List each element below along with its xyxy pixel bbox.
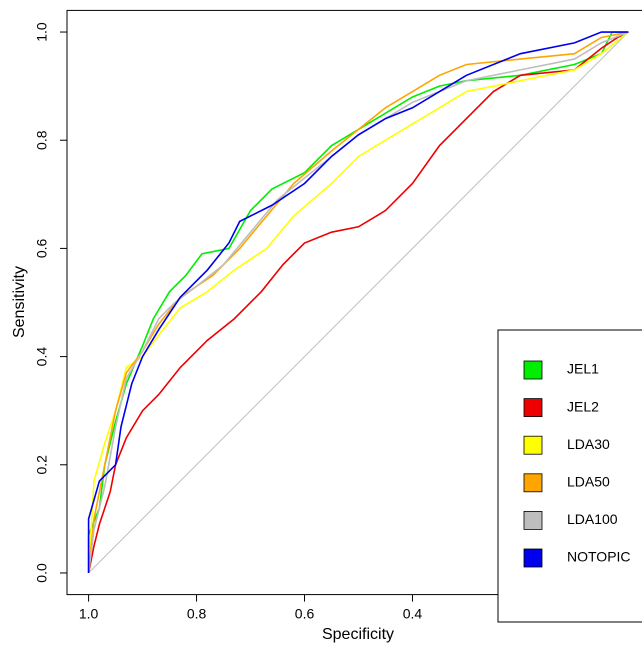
legend-label: NOTOPIC — [567, 549, 631, 565]
legend-swatch — [523, 548, 543, 568]
roc-curve — [87, 31, 629, 574]
legend-swatch — [523, 398, 543, 418]
legend-box — [497, 329, 642, 623]
legend-swatch — [523, 473, 543, 493]
plot-frame — [66, 9, 642, 596]
y-tick-label: 0.4 — [34, 347, 50, 367]
legend-label: JEL1 — [567, 361, 599, 377]
legend-label: LDA100 — [567, 511, 618, 527]
legend-label: LDA50 — [567, 474, 610, 490]
x-tick-label: 0.8 — [187, 605, 207, 621]
legend-swatch — [523, 510, 543, 530]
x-axis-title: Specificity — [322, 626, 394, 643]
legend-label: LDA30 — [567, 436, 610, 452]
roc-curve — [87, 31, 629, 573]
legend-swatch — [523, 360, 543, 380]
x-tick-label: 0.6 — [295, 605, 315, 621]
y-tick-label: 0.2 — [34, 455, 50, 475]
y-tick-label: 0.0 — [34, 563, 50, 583]
roc-curve — [87, 31, 629, 574]
x-tick-label: 1.0 — [79, 605, 99, 621]
y-tick-label: 0.8 — [34, 130, 50, 150]
legend-label: JEL2 — [567, 398, 599, 414]
y-axis-title: Sensitivity — [11, 266, 28, 338]
y-tick-label: 0.6 — [34, 238, 50, 258]
reference-line — [88, 31, 629, 574]
legend-swatch — [523, 435, 543, 455]
x-tick-label: 0.4 — [403, 605, 423, 621]
y-tick-label: 1.0 — [34, 22, 50, 42]
